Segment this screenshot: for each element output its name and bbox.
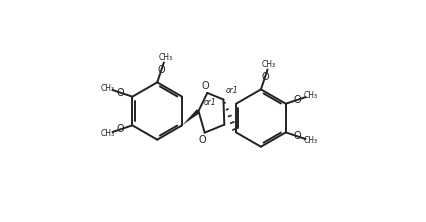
Text: CH₃: CH₃ [101,129,115,138]
Text: CH₃: CH₃ [302,136,317,145]
Text: O: O [157,65,164,75]
Text: O: O [293,95,301,105]
Text: O: O [201,81,209,91]
Text: O: O [260,72,268,82]
Text: O: O [116,124,124,134]
Text: CH₃: CH₃ [158,53,172,62]
Text: CH₃: CH₃ [302,91,317,100]
Text: O: O [116,88,124,98]
Text: or1: or1 [225,86,238,95]
Text: CH₃: CH₃ [101,84,115,93]
Polygon shape [181,109,200,125]
Text: O: O [198,135,205,145]
Text: O: O [293,131,301,141]
Text: CH₃: CH₃ [262,60,276,69]
Text: or1: or1 [204,98,216,107]
